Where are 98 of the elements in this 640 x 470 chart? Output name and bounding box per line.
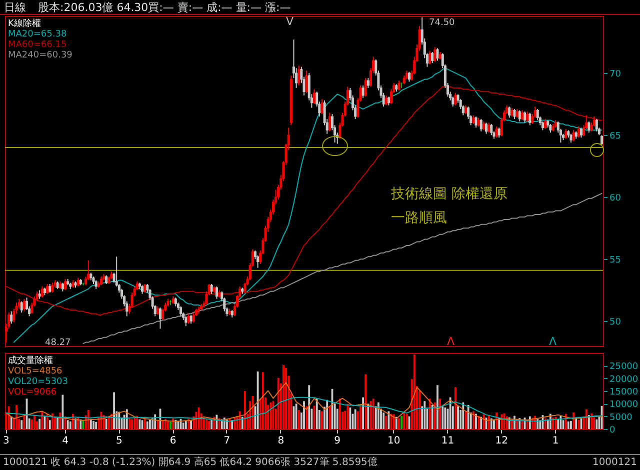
- annotation: 一路順風: [391, 210, 447, 226]
- x-tick-label: 10: [387, 436, 400, 446]
- candlestick: [564, 128, 568, 140]
- y-tick-label: 0: [610, 426, 616, 436]
- candlestick: [384, 94, 388, 106]
- candlestick: [508, 106, 511, 118]
- candlestick: [210, 283, 213, 294]
- candlestick: [513, 108, 516, 120]
- candlestick: [51, 282, 54, 294]
- candlestick: [256, 254, 260, 268]
- candlestick: [328, 112, 331, 132]
- y-tick-label: 60: [610, 194, 622, 204]
- candlestick: [488, 122, 490, 134]
- y-tick-label: 20000: [610, 374, 638, 385]
- candlestick: [485, 122, 488, 134]
- candlestick: [520, 110, 524, 121]
- x-tick-label: 9: [334, 436, 341, 446]
- candlestick: [18, 298, 20, 310]
- candlestick: [524, 111, 526, 124]
- candlestick: [158, 307, 162, 330]
- chart-subtitle: 股本:206.03億 64.30買:— 賣:— 成:— 量:— 漲:—: [38, 1, 291, 14]
- legend-title: 成交量除權: [8, 355, 53, 366]
- text: 1000121: [592, 456, 637, 470]
- candlestick: [362, 84, 364, 98]
- chart-title: 日線: [4, 1, 26, 14]
- text: VOL5=4856: [8, 366, 63, 376]
- candlestick: [528, 112, 532, 126]
- candlestick: [572, 130, 575, 142]
- annotation: 74.50: [429, 18, 456, 28]
- series-label: VOL=9066: [8, 388, 57, 398]
- candlestick: [87, 260, 90, 281]
- x-tick-label: 8: [278, 436, 284, 446]
- candlestick: [431, 51, 434, 64]
- candlestick: [320, 98, 324, 115]
- y-tick-label: 70: [610, 70, 622, 80]
- x-tick-label: 6: [170, 436, 176, 446]
- candlestick: [22, 298, 26, 312]
- annotation: 48.27: [45, 338, 71, 348]
- x-tick-label: 12: [495, 436, 508, 446]
- line-series: [6, 396, 602, 422]
- candlestick: [184, 316, 188, 327]
- candlestick: [498, 127, 500, 138]
- candlestick: [526, 111, 529, 122]
- candlestick: [490, 123, 493, 136]
- y-tick-label: 50: [610, 318, 622, 328]
- candlestick: [364, 78, 367, 98]
- text: MA240=60.39: [8, 50, 73, 60]
- candlestick: [544, 118, 547, 130]
- candlestick: [180, 306, 182, 317]
- y-tick-label: 5000: [610, 412, 633, 423]
- x-tick-label: 7: [224, 436, 230, 446]
- candlestick: [40, 286, 44, 298]
- x-tick-label: 4: [62, 436, 68, 446]
- x-tick-label: 5: [116, 436, 122, 446]
- candlestick: [305, 70, 308, 94]
- candlestick: [480, 118, 482, 132]
- candlestick: [398, 80, 400, 91]
- y-tick-label: 15000: [610, 388, 638, 398]
- text: MA60=66.15: [8, 40, 67, 50]
- y-tick-label: 10000: [610, 400, 638, 410]
- candlestick: [64, 278, 67, 291]
- annotation: Λ: [549, 335, 557, 348]
- candlestick: [192, 312, 195, 323]
- y-tick-label: 65: [610, 132, 621, 142]
- text: 1000121 收 64.3 -0.8 (-1.23%) 開64.9 高65 低64.2 9066張 3527筆 5.8595億: [3, 456, 378, 470]
- candlestick: [366, 78, 370, 88]
- candlestick: [595, 118, 598, 132]
- candlestick: [495, 126, 498, 138]
- candlestick: [580, 127, 583, 138]
- candlestick: [454, 92, 457, 106]
- annotation: Λ: [447, 335, 455, 348]
- candlestick: [577, 126, 580, 138]
- annotation: V: [286, 15, 294, 28]
- candlestick: [436, 48, 439, 62]
- candlestick: [518, 110, 521, 122]
- text: MA20=65.38: [8, 30, 67, 40]
- candlestick: [313, 88, 316, 105]
- candlestick: [474, 116, 478, 128]
- candlestick: [298, 65, 300, 86]
- candlestick: [408, 71, 411, 82]
- x-tick-label: 3: [3, 436, 10, 446]
- candlestick: [434, 46, 436, 62]
- candlestick: [428, 50, 432, 65]
- candlestick: [46, 283, 49, 294]
- text: VOL20=5303: [8, 377, 68, 387]
- candlestick: [588, 120, 590, 134]
- candlestick: [215, 286, 218, 300]
- candlestick: [10, 310, 13, 324]
- y-tick-label: 25000: [610, 362, 638, 372]
- candlestick: [600, 134, 604, 146]
- candlestick: [536, 108, 539, 121]
- annotation: 技術線圖 除權還原: [390, 186, 508, 202]
- y-tick-label: 55: [610, 256, 621, 266]
- x-tick-label: 1: [552, 436, 559, 446]
- candlestick: [20, 300, 23, 314]
- candlestick: [187, 313, 190, 324]
- x-tick-label: 11: [441, 436, 454, 446]
- legend-title: K線除權: [8, 18, 41, 29]
